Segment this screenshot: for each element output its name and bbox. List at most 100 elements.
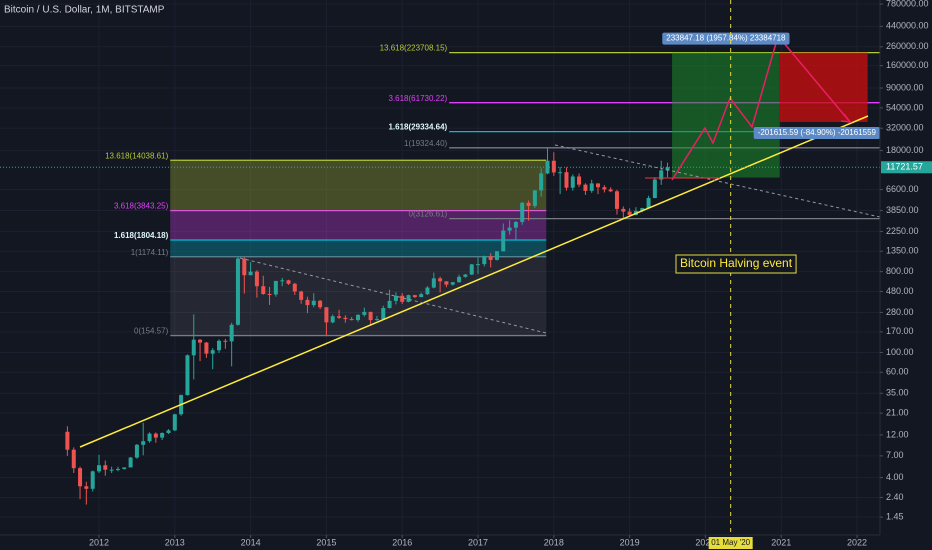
chart-title: Bitcoin / U.S. Dollar, 1M, BITSTAMP <box>4 5 165 16</box>
candle-body <box>513 221 518 228</box>
y-tick-label: 18000.00 <box>886 145 924 155</box>
candle-body <box>577 176 582 185</box>
candle-body <box>444 281 449 285</box>
candle-body <box>589 183 594 191</box>
dashed-line <box>554 144 881 218</box>
candle-body <box>141 441 146 445</box>
candle-body <box>545 160 550 174</box>
y-tick-label: 12.00 <box>886 429 909 439</box>
candle-body <box>90 471 95 489</box>
candle-body <box>349 319 354 321</box>
fib-band <box>170 160 547 211</box>
candle-body <box>229 324 234 342</box>
y-tick-label: 7.00 <box>886 450 904 460</box>
candle-body <box>646 197 651 209</box>
projection-label: 233847.18 (1957.84%) 23384718 <box>666 34 786 43</box>
y-tick-label: 800.00 <box>886 266 914 276</box>
candle-body <box>210 350 215 354</box>
candle-body <box>387 300 392 308</box>
candle-body <box>280 280 285 282</box>
candle-body <box>558 172 563 174</box>
candle-body <box>665 167 670 171</box>
candle-body <box>122 467 127 469</box>
candle-body <box>374 319 379 321</box>
candle-body <box>507 227 512 231</box>
candle-body <box>362 311 367 315</box>
y-tick-label: 54000.00 <box>886 102 924 112</box>
candle-body <box>419 294 424 298</box>
candle-body <box>501 230 506 252</box>
candle-body <box>614 191 619 209</box>
y-tick-label: 2.40 <box>886 492 904 502</box>
candle-body <box>457 276 462 283</box>
candle-body <box>96 465 101 472</box>
candle-body <box>330 316 335 323</box>
candle-body <box>78 468 83 487</box>
candle-body <box>412 295 417 298</box>
candle-body <box>381 307 386 320</box>
candle-body <box>160 433 165 438</box>
candle-body <box>583 184 588 191</box>
candle-body <box>463 274 468 277</box>
fib-label: 1(19324.40) <box>404 139 447 148</box>
y-tick-label: 1.45 <box>886 511 904 521</box>
halving-label: Bitcoin Halving event <box>680 256 793 270</box>
candle-body <box>128 457 133 468</box>
x-tick-label: 2018 <box>544 537 564 547</box>
fib-band <box>170 210 547 241</box>
candle-body <box>564 172 569 188</box>
y-tick-label: 280.00 <box>886 307 914 317</box>
y-tick-label: 21.00 <box>886 408 909 418</box>
candle-body <box>103 465 108 470</box>
candle-body <box>261 286 266 294</box>
candle-body <box>324 307 329 323</box>
fib-label: 13.618(223708.15) <box>380 44 448 53</box>
fib-label: 0(3126.61) <box>409 210 448 219</box>
candle-body <box>305 299 310 306</box>
y-tick-label: 60.00 <box>886 367 909 377</box>
candle-body <box>627 211 632 215</box>
x-tick-label: 2017 <box>468 537 488 547</box>
y-tick-label: 100.00 <box>886 347 914 357</box>
candle-body <box>488 256 493 260</box>
x-tick-label: 2016 <box>392 537 412 547</box>
candle-body <box>185 355 190 396</box>
fib-label: 3.618(3843.25) <box>114 202 169 211</box>
candle-body <box>494 251 499 260</box>
y-tick-label: 170.00 <box>886 326 914 336</box>
candle-body <box>242 258 247 276</box>
candle-body <box>431 278 436 288</box>
candle-body <box>393 295 398 301</box>
drawings-under <box>0 0 880 535</box>
candle-body <box>223 340 228 342</box>
y-tick-label: 90000.00 <box>886 82 924 92</box>
fib-label: 1.618(1804.18) <box>114 231 169 240</box>
price-tag: 11721.57 <box>886 162 923 172</box>
fib-label: 3.618(61730.22) <box>388 94 447 103</box>
candle-body <box>469 264 474 275</box>
x-tick-label: 2014 <box>241 537 261 547</box>
x-tick-label: 2012 <box>89 537 109 547</box>
candle-body <box>602 187 607 190</box>
candle-body <box>153 433 158 438</box>
fib-label: 0(154.57) <box>134 327 169 336</box>
candle-body <box>343 317 348 320</box>
y-tick-label: 260000.00 <box>886 41 929 51</box>
y-tick-label: 480.00 <box>886 286 914 296</box>
y-tick-label: 35.00 <box>886 388 909 398</box>
projection-label: -201615.59 (-84.90%) -20161559 <box>758 128 877 137</box>
dashed-line <box>239 257 547 334</box>
candle-body <box>400 295 405 302</box>
candle-body <box>438 278 443 282</box>
candle-body <box>532 190 537 206</box>
candle-body <box>134 444 139 458</box>
price-axis-bg <box>880 0 932 550</box>
candle-body <box>551 160 556 173</box>
candle-body <box>299 291 304 300</box>
candle-body <box>204 342 209 354</box>
drawings-over: 0(154.57) 1(1174.11) 1.618(1804.18) 3.618(3… <box>0 0 880 535</box>
y-tick-label: 4.00 <box>886 472 904 482</box>
candle-body <box>608 189 613 192</box>
candle-body <box>482 256 487 265</box>
